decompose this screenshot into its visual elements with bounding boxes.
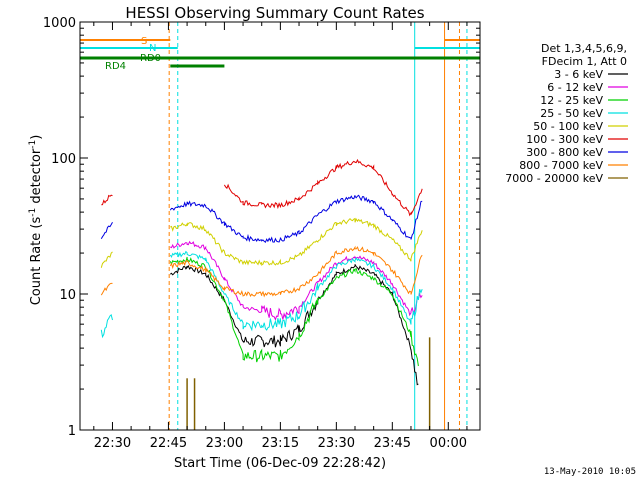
x-tick-label: 22:30: [94, 436, 131, 451]
x-tick-label: 23:45: [374, 436, 411, 451]
series-line: [169, 194, 423, 244]
x-tick-label: 00:00: [430, 436, 467, 451]
x-tick-label: 23:30: [318, 436, 355, 451]
y-axis-label-sup1: -1: [28, 208, 38, 217]
legend-entry: 300 - 800 keV: [526, 146, 603, 159]
flag-label-rd0: RD0: [140, 53, 161, 64]
x-axis-label: Start Time (06-Dec-09 22:28:42): [174, 456, 386, 471]
legend-entry: 6 - 12 keV: [547, 81, 603, 94]
y-tick-label: 100: [51, 152, 76, 167]
legend-entry: 3 - 6 keV: [554, 68, 603, 81]
series-line: [170, 217, 423, 266]
flag-label-n: N: [149, 43, 156, 54]
y-tick-label: 1000: [43, 16, 76, 31]
series-line: [169, 245, 423, 298]
y-axis-label-main: Count Rate (s: [29, 217, 44, 306]
legend-entry: 7000 - 20000 keV: [505, 172, 603, 185]
x-tick-label: 23:15: [262, 436, 299, 451]
y-axis-label-end: ): [29, 135, 44, 140]
legend-entry: 100 - 300 keV: [526, 133, 603, 146]
legend-header: FDecim 1, Att 0: [542, 55, 627, 68]
series-line: [223, 158, 423, 217]
y-axis-label: Count Rate (s-1 detector-1): [28, 135, 44, 306]
legend-entry: 800 - 7000 keV: [519, 159, 603, 172]
y-tick-label: 1: [68, 424, 76, 439]
series-line: [169, 250, 423, 332]
chart-title: HESSI Observing Summary Count Rates: [125, 4, 424, 22]
legend-entry: 50 - 100 keV: [533, 120, 603, 133]
series-line: [100, 314, 113, 339]
legend-entry: 12 - 25 keV: [540, 94, 603, 107]
series-line: [101, 194, 113, 206]
legend-header: Det 1,3,4,5,6,9,: [541, 42, 627, 55]
series-line: [170, 240, 423, 321]
y-axis-label-mid: detector: [29, 148, 44, 208]
series-line: [169, 256, 419, 367]
axis-layer: 1 10 100 1000 22:30 22:45 23:00 23:15 23:30 23:45…: [43, 16, 481, 451]
flag-label-s: S: [141, 36, 147, 47]
legend: Det 1,3,4,5,6,9,FDecim 1, Att 03 - 6 keV…: [505, 42, 628, 185]
series-line: [100, 221, 113, 239]
flag-label-rd4: RD4: [105, 61, 126, 72]
x-tick-label: 22:45: [150, 436, 187, 451]
legend-entry: 25 - 50 keV: [540, 107, 603, 120]
y-axis-label-sup2: -1: [28, 140, 38, 149]
series-line: [170, 264, 419, 386]
timestamp: 13-May-2010 10:05: [544, 467, 636, 477]
y-tick-label: 10: [59, 288, 76, 303]
x-tick-label: 23:00: [206, 436, 243, 451]
series-line: [100, 251, 113, 268]
series-line: [100, 282, 113, 296]
